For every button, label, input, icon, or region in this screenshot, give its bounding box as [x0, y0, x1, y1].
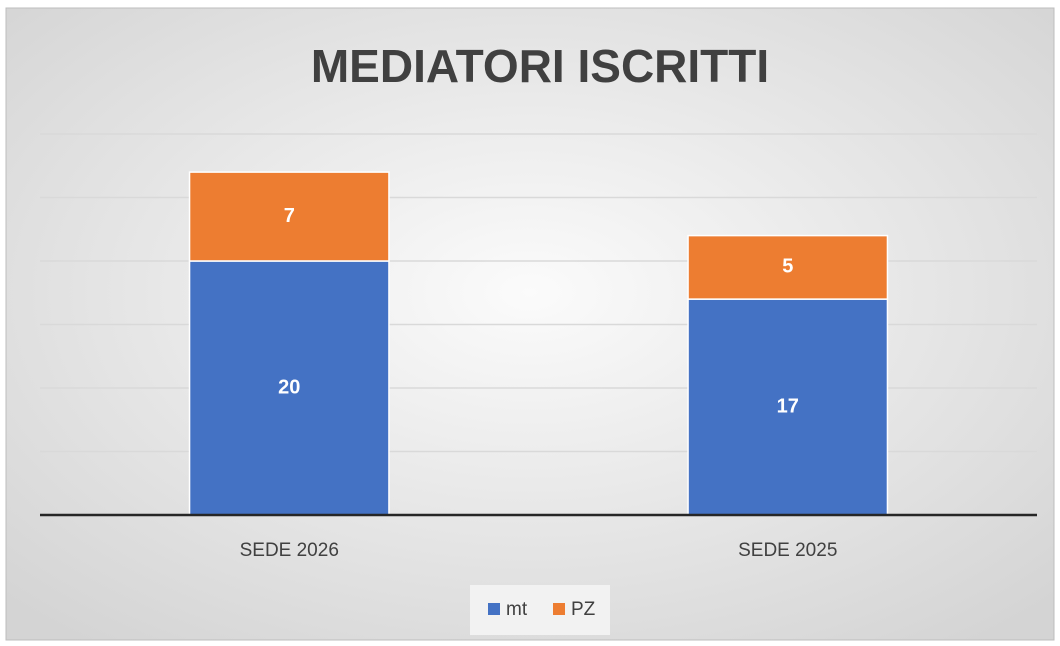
x-tick-label: SEDE 2026: [240, 540, 339, 561]
data-label: 7: [284, 205, 295, 227]
bar-segment: [687, 234, 889, 300]
bar-segment: [188, 171, 390, 262]
legend-label: mt: [506, 599, 528, 620]
x-tick-label: SEDE 2025: [738, 540, 837, 561]
data-label: 17: [777, 395, 799, 417]
chart-title: MEDIATORI ISCRITTI: [311, 40, 769, 92]
legend-swatch: [488, 603, 500, 615]
bar-segment: [188, 260, 390, 516]
legend-label: PZ: [571, 599, 596, 620]
bar-segment: [687, 298, 889, 516]
legend-swatch: [553, 603, 565, 615]
data-label: 5: [782, 256, 793, 278]
data-label: 20: [278, 376, 300, 398]
